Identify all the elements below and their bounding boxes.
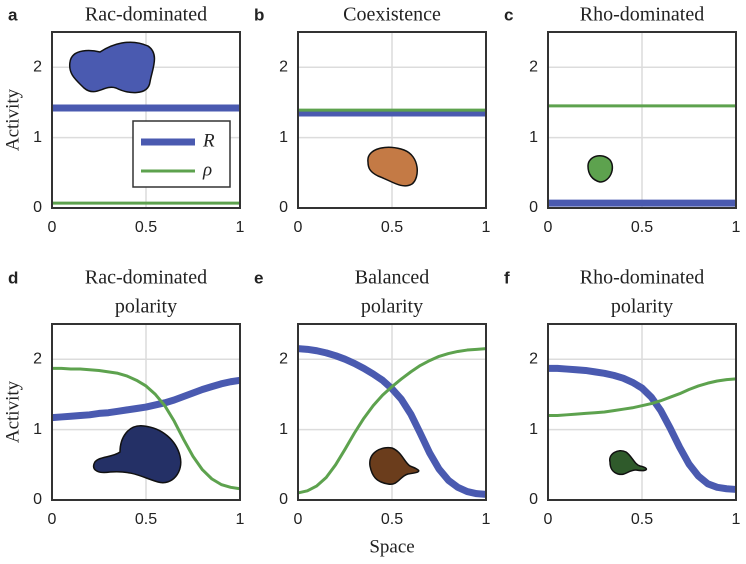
x-tick-label: 0.5 [135, 511, 157, 528]
panel-title: Coexistence [343, 4, 441, 26]
y-axis-label: Activity [2, 380, 23, 443]
legend-label: ρ [202, 159, 212, 180]
cell-shape [369, 446, 420, 485]
cell-shape [609, 450, 648, 476]
plot-frame [547, 323, 737, 501]
panel-label: b [254, 5, 264, 24]
panel-title: polarity [361, 296, 423, 318]
x-tick-label: 0 [48, 511, 57, 528]
y-tick-label: 2 [33, 58, 42, 75]
x-axis-label: Space [369, 536, 414, 557]
x-tick-label: 1 [482, 219, 491, 236]
panel-title: Rac-dominated [85, 267, 207, 289]
y-tick-label: 0 [279, 491, 288, 508]
series-line [51, 376, 241, 422]
panel-label: d [8, 268, 18, 287]
x-tick-label: 0 [544, 219, 553, 236]
y-tick-label: 0 [529, 199, 538, 216]
y-tick-label: 1 [279, 421, 288, 438]
y-tick-label: 0 [279, 199, 288, 216]
x-tick-label: 1 [236, 219, 245, 236]
y-tick-label: 2 [279, 58, 288, 75]
panel-label: c [504, 5, 513, 24]
panel-title: polarity [611, 296, 673, 318]
series-line [297, 347, 487, 495]
cell-shape [367, 146, 418, 187]
x-tick-label: 0.5 [381, 511, 403, 528]
x-tick-label: 0.5 [381, 219, 403, 236]
x-tick-label: 0.5 [135, 219, 157, 236]
cell-shapes [68, 41, 648, 485]
panel-title: Rho-dominated [580, 4, 704, 26]
y-tick-label: 2 [279, 350, 288, 367]
panel-label: f [504, 268, 510, 287]
panel-label: a [8, 5, 18, 24]
x-tick-label: 0 [48, 219, 57, 236]
y-tick-label: 1 [33, 421, 42, 438]
x-tick-label: 0 [544, 511, 553, 528]
series-line [548, 377, 737, 418]
x-tick-label: 1 [732, 219, 741, 236]
plot-frame [547, 31, 737, 209]
y-tick-label: 1 [529, 421, 538, 438]
x-tick-label: 0.5 [631, 511, 653, 528]
series-line [52, 366, 241, 491]
plot-frame [297, 31, 487, 209]
panel-title: polarity [115, 296, 177, 318]
y-tick-label: 0 [33, 491, 42, 508]
plot-frame [51, 323, 241, 501]
x-tick-label: 0 [294, 219, 303, 236]
y-tick-label: 2 [529, 350, 538, 367]
y-tick-label: 1 [33, 129, 42, 146]
x-tick-label: 0 [294, 511, 303, 528]
cell-shape [92, 425, 182, 484]
legend-label: R [202, 130, 215, 151]
cell-shape [587, 155, 614, 183]
panel-title: Rho-dominated [580, 267, 704, 289]
y-axis-label: Activity [2, 88, 23, 151]
y-tick-label: 1 [529, 129, 538, 146]
x-tick-label: 1 [236, 511, 245, 528]
legend-box [132, 120, 231, 188]
panel-title: Rac-dominated [85, 4, 207, 26]
cell-shape [68, 41, 156, 94]
panel-label: e [254, 268, 263, 287]
plot-frame [297, 323, 487, 501]
y-tick-label: 1 [279, 129, 288, 146]
x-tick-label: 1 [482, 511, 491, 528]
series-line [548, 364, 737, 493]
series-line [297, 345, 487, 498]
x-tick-label: 0.5 [631, 219, 653, 236]
y-tick-label: 2 [529, 58, 538, 75]
y-tick-label: 0 [33, 199, 42, 216]
plot-frame [51, 31, 241, 209]
x-tick-label: 1 [732, 511, 741, 528]
y-tick-label: 0 [529, 491, 538, 508]
y-tick-label: 2 [33, 350, 42, 367]
panel-title: Balanced [355, 267, 429, 289]
